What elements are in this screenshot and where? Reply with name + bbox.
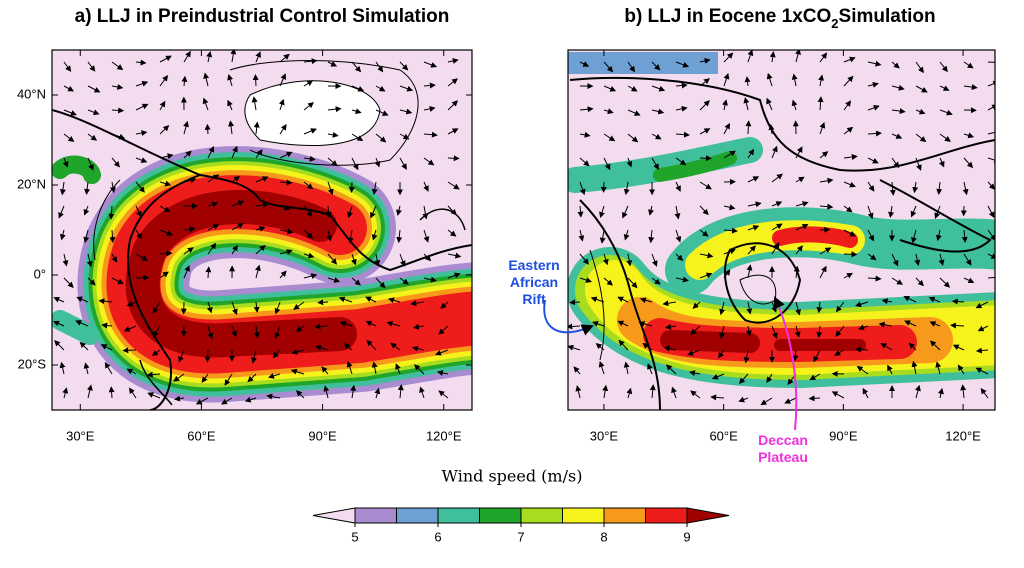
map-b	[567, 49, 1001, 410]
title-part: 2	[831, 16, 838, 31]
y-tick-label: 40°N	[17, 86, 46, 101]
annotation-line: Deccan	[758, 432, 808, 448]
x-tick-label: 60°E	[187, 428, 216, 443]
colorbar-tick-label: 9	[683, 529, 690, 544]
wind-arrow	[255, 75, 256, 86]
wind-arrow	[748, 121, 749, 134]
panel-title: a) LLJ in Preindustrial Control Simulati…	[75, 6, 450, 27]
wind-arrow	[123, 350, 136, 351]
colorbar-tick-label: 7	[517, 529, 524, 544]
map-a	[52, 49, 480, 410]
title-part: a) LLJ in Preindustrial Control Simulati…	[75, 6, 450, 27]
colorbar-swatch	[355, 508, 397, 523]
wind-arrow	[207, 350, 208, 362]
annotation-line: Plateau	[758, 449, 808, 465]
wind-arrow	[318, 302, 328, 303]
colorbar-label: Wind speed (m/s)	[442, 467, 583, 486]
colorbar-swatch	[563, 508, 605, 523]
x-tick-label: 90°E	[829, 428, 858, 443]
wind-arrow	[603, 182, 604, 192]
y-tick-label: 20°S	[18, 356, 47, 371]
colorbar-tick-label: 8	[600, 529, 607, 544]
colorbar-tick-label: 5	[351, 529, 358, 544]
colorbar-swatch	[521, 508, 563, 523]
x-tick-label: 90°E	[308, 428, 337, 443]
annotation-line: Eastern	[508, 257, 559, 273]
colorbar-swatch	[480, 508, 522, 523]
x-tick-label: 120°E	[945, 428, 981, 443]
colorbar-swatch	[646, 508, 688, 523]
x-tick-label: 30°E	[590, 428, 619, 443]
annotation-line: Rift	[522, 291, 546, 307]
wind-arrow	[112, 110, 123, 111]
colorbar: 5 6 7 8 9	[313, 508, 729, 544]
colorbar-tick-label: 6	[434, 529, 441, 544]
wind-arrow	[570, 302, 580, 303]
x-tick-label: 120°E	[426, 428, 462, 443]
title-part: b) LLJ in Eocene 1xCO	[624, 6, 831, 27]
colorbar-swatch	[313, 508, 355, 523]
colorbar-swatch	[397, 508, 439, 523]
wind-arrow	[207, 125, 208, 134]
colorbar-swatch	[687, 508, 729, 523]
colorbar-swatch	[438, 508, 480, 523]
y-tick-label: 0°	[34, 266, 46, 281]
panel-title: b) LLJ in Eocene 1xCO2Simulation	[624, 6, 935, 31]
title-part: Simulation	[839, 6, 936, 27]
x-tick-label: 60°E	[709, 428, 738, 443]
annotation-line: African	[510, 274, 558, 290]
x-tick-label: 30°E	[66, 428, 95, 443]
colorbar-swatch	[604, 508, 646, 523]
y-tick-label: 20°N	[17, 176, 46, 191]
wind-arrow	[810, 398, 820, 399]
